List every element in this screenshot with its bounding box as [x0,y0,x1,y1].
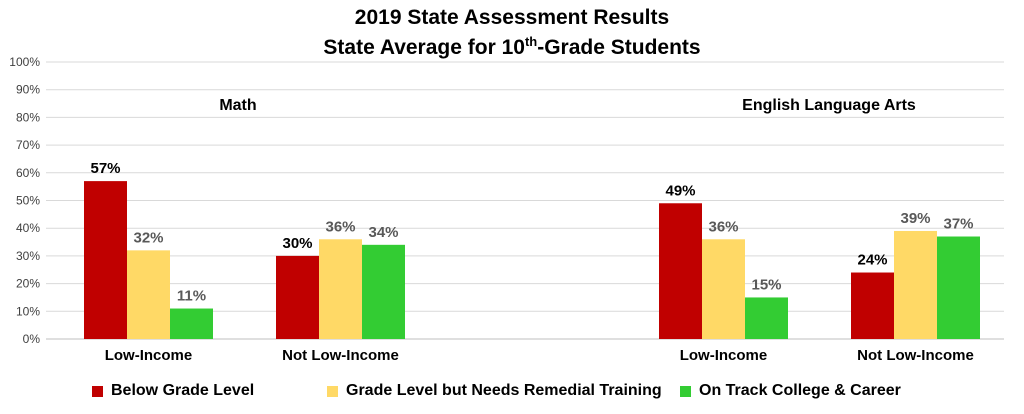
y-tick-label: 90% [16,83,40,97]
legend: Below Grade Level Grade Level but Needs … [0,382,1024,408]
title-line-2-superscript: th [524,34,538,49]
title-line-2-prefix: State Average for 10 [323,36,525,59]
legend-label: Below Grade Level [111,382,255,399]
bar [276,255,319,339]
legend-label: Grade Level but Needs Remedial Training [346,382,662,399]
data-label: 32% [133,229,163,246]
bar [84,181,127,339]
x-category-label: Low-Income [105,347,193,364]
data-label: 36% [325,218,355,235]
chart-title-line-2: State Average for 10th-Grade Students [0,34,1024,60]
bar [362,244,405,339]
data-label: 30% [282,235,312,252]
y-tick-label: 60% [16,166,40,180]
bar [170,308,213,339]
bar [745,297,788,339]
data-label: 39% [900,210,930,227]
bar [659,203,702,339]
data-label: 57% [90,160,120,177]
bar [702,239,745,339]
y-tick-label: 100% [9,55,40,69]
data-label: 24% [857,252,887,269]
x-category-label: Not Low-Income [857,347,974,364]
legend-swatch [92,385,103,397]
legend-item-remedial: Grade Level but Needs Remedial Training [327,382,662,400]
panel-label: Math [219,97,256,114]
y-tick-label: 40% [16,221,40,235]
bar [894,230,937,339]
data-label: 34% [368,224,398,241]
legend-swatch [327,385,338,397]
x-category-label: Low-Income [680,347,768,364]
y-tick-label: 30% [16,249,40,263]
bar [851,272,894,339]
data-label: 36% [708,218,738,235]
y-tick-label: 10% [16,304,40,318]
y-tick-label: 80% [16,110,40,124]
legend-item-below-grade: Below Grade Level [92,382,254,400]
data-label: 37% [943,216,973,233]
data-label: 15% [751,276,781,293]
y-tick-label: 70% [16,138,40,152]
legend-item-on-track: On Track College & Career [680,382,901,400]
data-label: 49% [665,182,695,199]
y-tick-label: 50% [16,194,40,208]
y-tick-label: 0% [23,332,41,346]
bar [127,250,170,339]
legend-swatch [680,385,691,397]
x-category-label: Not Low-Income [282,347,399,364]
bar [937,236,980,339]
title-line-2-suffix: -Grade Students [537,36,701,59]
data-label: 11% [177,288,206,305]
y-tick-label: 20% [16,277,40,291]
panel-label: English Language Arts [742,97,916,114]
legend-label: On Track College & Career [699,382,901,399]
bar [319,239,362,339]
chart-title-line-1: 2019 State Assessment Results [354,6,670,29]
